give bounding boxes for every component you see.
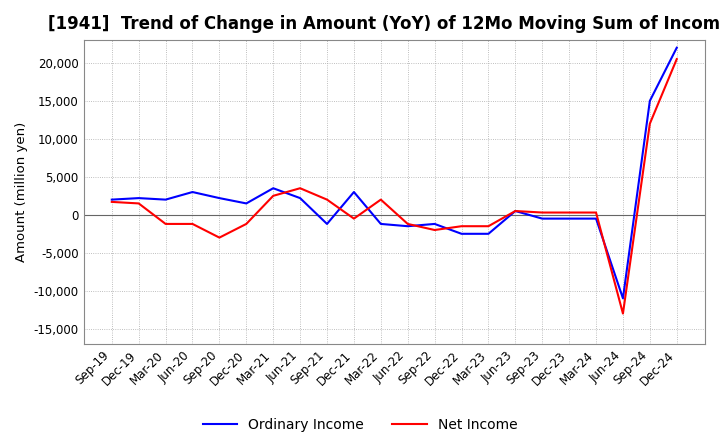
Ordinary Income (161, 197, 170, 202)
Net Income (592, 210, 600, 215)
Ordinary Income (431, 221, 439, 227)
Ordinary Income (188, 189, 197, 194)
Title: [1941]  Trend of Change in Amount (YoY) of 12Mo Moving Sum of Incomes: [1941] Trend of Change in Amount (YoY) o… (48, 15, 720, 33)
Ordinary Income (107, 197, 116, 202)
Ordinary Income (296, 195, 305, 201)
Net Income (377, 197, 385, 202)
Net Income (188, 221, 197, 227)
Net Income (538, 210, 546, 215)
Net Income (161, 221, 170, 227)
Net Income (646, 121, 654, 126)
Ordinary Income (618, 296, 627, 301)
Net Income (107, 199, 116, 205)
Net Income (484, 224, 492, 229)
Ordinary Income (564, 216, 573, 221)
Line: Ordinary Income: Ordinary Income (112, 48, 677, 298)
Net Income (296, 186, 305, 191)
Net Income (242, 221, 251, 227)
Net Income (564, 210, 573, 215)
Y-axis label: Amount (million yen): Amount (million yen) (15, 122, 28, 262)
Ordinary Income (323, 221, 331, 227)
Net Income (350, 216, 359, 221)
Ordinary Income (484, 231, 492, 236)
Line: Net Income: Net Income (112, 59, 677, 314)
Net Income (323, 197, 331, 202)
Ordinary Income (538, 216, 546, 221)
Net Income (403, 221, 412, 227)
Net Income (135, 201, 143, 206)
Net Income (431, 227, 439, 233)
Ordinary Income (457, 231, 466, 236)
Ordinary Income (377, 221, 385, 227)
Ordinary Income (646, 98, 654, 103)
Ordinary Income (350, 189, 359, 194)
Net Income (457, 224, 466, 229)
Ordinary Income (672, 45, 681, 50)
Ordinary Income (511, 209, 520, 214)
Net Income (215, 235, 224, 240)
Net Income (269, 193, 277, 198)
Ordinary Income (403, 224, 412, 229)
Ordinary Income (592, 216, 600, 221)
Net Income (511, 209, 520, 214)
Net Income (618, 311, 627, 316)
Legend: Ordinary Income, Net Income: Ordinary Income, Net Income (197, 412, 523, 437)
Ordinary Income (135, 195, 143, 201)
Ordinary Income (215, 195, 224, 201)
Net Income (672, 56, 681, 62)
Ordinary Income (242, 201, 251, 206)
Ordinary Income (269, 186, 277, 191)
